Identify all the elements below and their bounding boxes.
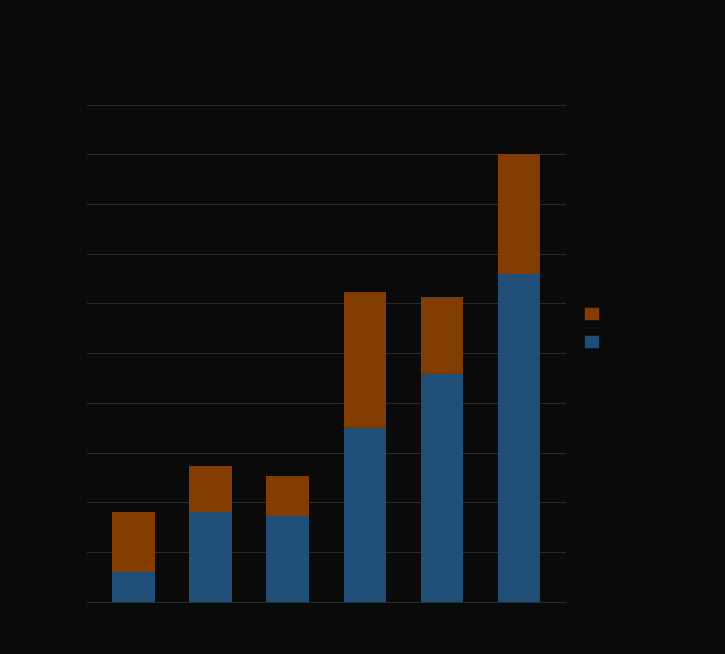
Bar xyxy=(189,466,232,512)
Bar xyxy=(344,426,386,602)
Bar xyxy=(498,273,540,602)
Bar xyxy=(420,373,463,602)
Bar xyxy=(267,476,309,516)
Bar xyxy=(420,298,463,373)
Bar xyxy=(498,154,540,273)
Legend: , : , xyxy=(581,304,611,353)
Bar xyxy=(267,516,309,602)
Bar xyxy=(112,572,154,602)
Bar xyxy=(189,512,232,602)
Bar xyxy=(344,292,386,426)
Bar xyxy=(112,512,154,572)
